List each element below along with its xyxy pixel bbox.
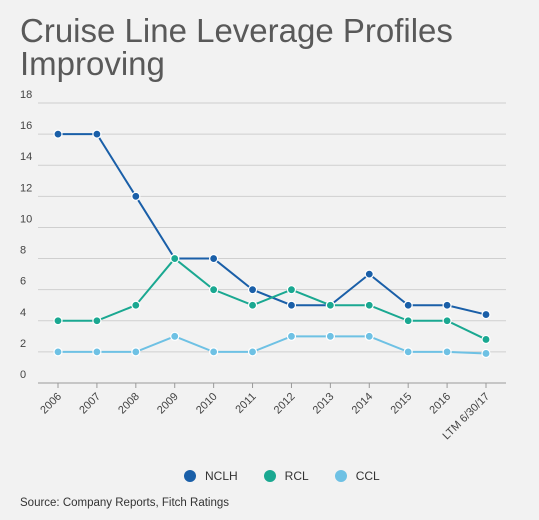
data-point-rcl-1 <box>92 316 102 326</box>
data-point-nclh-11 <box>481 309 491 320</box>
x-tick-label-0: 2006 <box>38 391 64 417</box>
y-tick-label-6: 6 <box>20 276 26 288</box>
x-tick-label-3: 2009 <box>155 391 181 417</box>
chart-title: Cruise Line Leverage Profiles Improving <box>20 12 453 82</box>
legend-label-rcl: RCL <box>284 469 309 483</box>
legend-marker-ccl <box>334 470 347 482</box>
data-point-rcl-8 <box>364 300 374 310</box>
x-tick-label-5: 2011 <box>233 391 258 416</box>
data-point-ccl-2 <box>131 347 141 357</box>
data-point-rcl-5 <box>247 300 258 310</box>
y-tick-label-10: 10 <box>20 213 32 225</box>
data-point-nclh-4 <box>209 253 219 264</box>
chart-legend: NCLH RCL CCL <box>184 469 406 483</box>
data-point-nclh-8 <box>364 269 374 279</box>
data-point-ccl-5 <box>247 347 258 357</box>
series-line-nclh <box>58 133 487 316</box>
data-point-rcl-6 <box>286 285 297 295</box>
data-point-ccl-8 <box>364 331 374 341</box>
data-point-rcl-3 <box>170 253 180 264</box>
data-point-nclh-0 <box>53 129 63 139</box>
legend-item-nclh: NCLH <box>184 469 238 483</box>
series-line-rcl <box>58 257 487 341</box>
data-point-rcl-10 <box>442 316 452 326</box>
y-tick-label-16: 16 <box>20 120 32 132</box>
series-line-ccl <box>58 335 487 355</box>
legend-label-ccl: CCL <box>355 469 380 483</box>
data-point-rcl-9 <box>403 316 413 326</box>
data-point-ccl-4 <box>209 347 219 357</box>
x-tick-label-7: 2013 <box>311 391 337 417</box>
data-point-nclh-5 <box>247 285 258 295</box>
x-tick-label-8: 2014 <box>350 391 376 417</box>
data-point-nclh-1 <box>92 129 102 139</box>
y-tick-label-2: 2 <box>20 338 26 350</box>
x-tick-label-1: 2007 <box>77 391 103 417</box>
data-point-ccl-0 <box>53 347 63 357</box>
data-point-nclh-2 <box>131 191 141 201</box>
data-point-ccl-11 <box>481 348 491 359</box>
data-point-nclh-6 <box>286 300 297 310</box>
data-point-nclh-10 <box>442 300 452 310</box>
legend-item-ccl: CCL <box>334 469 380 483</box>
source-note: Source: Company Reports, Fitch Ratings <box>20 497 230 509</box>
data-point-ccl-9 <box>403 347 413 357</box>
legend-marker-nclh <box>184 470 196 482</box>
data-point-rcl-2 <box>131 300 141 310</box>
x-tick-label-2: 2008 <box>116 391 142 417</box>
data-point-rcl-11 <box>481 334 491 345</box>
x-tick-label-10: 2016 <box>427 391 453 417</box>
x-tick-label-4: 2010 <box>194 391 220 417</box>
x-tick-label-6: 2012 <box>272 391 298 417</box>
data-point-rcl-7 <box>325 300 335 310</box>
y-tick-label-12: 12 <box>20 182 32 194</box>
data-point-ccl-3 <box>170 331 180 341</box>
legend-item-rcl: RCL <box>263 469 309 483</box>
data-point-rcl-4 <box>209 285 219 295</box>
data-point-ccl-1 <box>92 347 102 357</box>
y-tick-label-18: 18 <box>20 89 32 101</box>
x-tick-label-9: 2015 <box>389 391 415 417</box>
y-tick-label-8: 8 <box>20 245 26 257</box>
y-tick-label-4: 4 <box>20 307 26 319</box>
y-tick-label-14: 14 <box>20 151 32 163</box>
legend-label-nclh: NCLH <box>205 469 238 483</box>
data-point-ccl-7 <box>325 331 335 341</box>
legend-marker-rcl <box>263 470 276 482</box>
data-point-ccl-6 <box>286 331 297 341</box>
data-point-rcl-0 <box>53 316 63 326</box>
data-point-ccl-10 <box>442 347 452 357</box>
y-tick-label-0: 0 <box>20 369 26 381</box>
data-point-nclh-9 <box>403 300 413 310</box>
